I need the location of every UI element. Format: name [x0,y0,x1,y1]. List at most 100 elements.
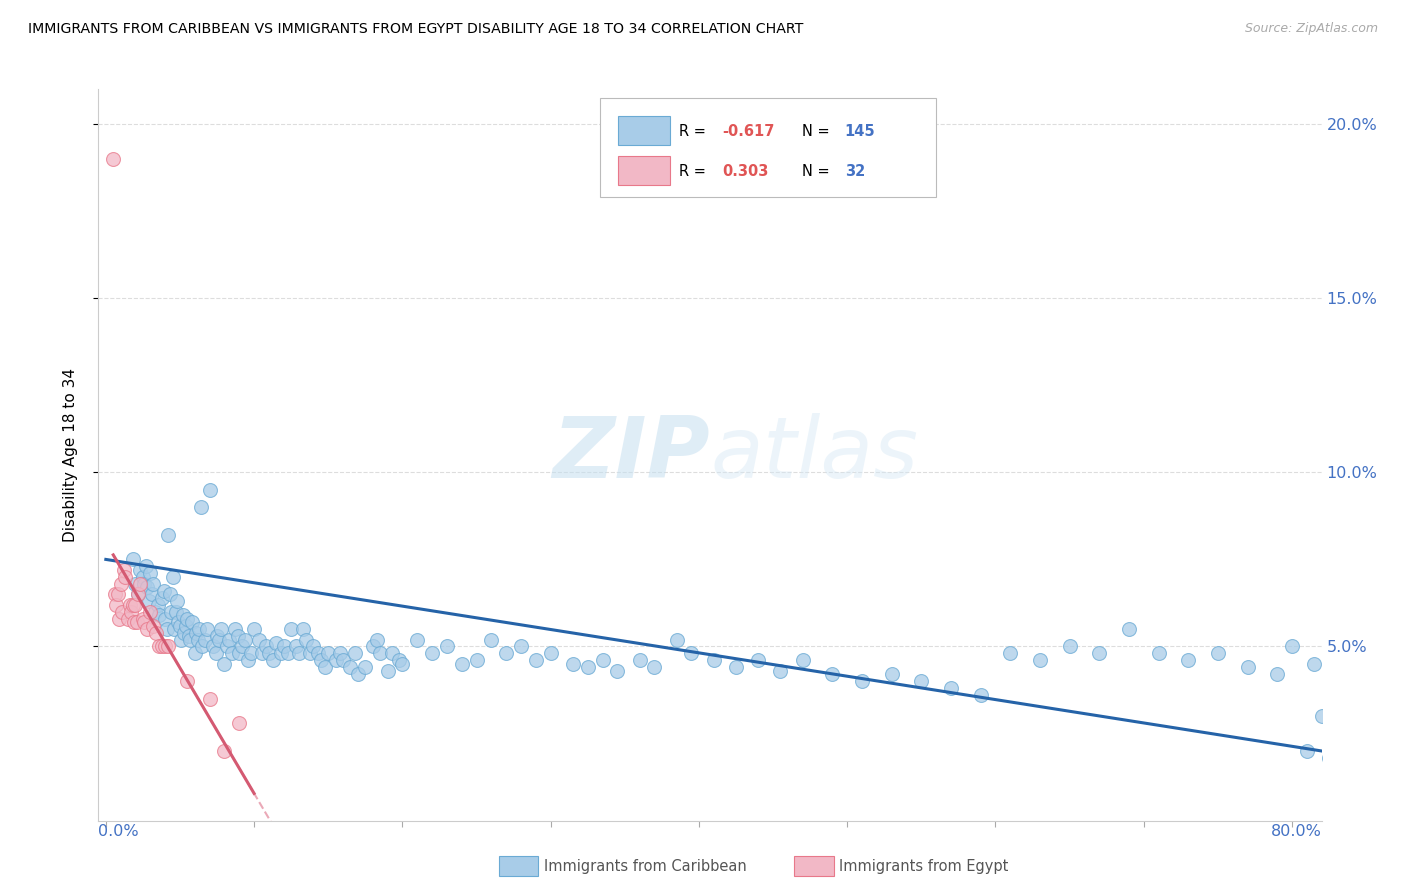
Point [295,632,318,647]
Point [309,653,332,667]
Point [114,570,136,584]
Point [136,580,159,594]
Point [174,618,197,632]
Point [148,640,170,654]
FancyBboxPatch shape [619,116,669,145]
Point [104,587,127,601]
Point [292,622,315,636]
Point [233,632,256,647]
Point [576,660,599,674]
Point [177,629,200,643]
Point [302,640,325,654]
Point [221,647,243,661]
Point [166,594,188,608]
Point [606,664,628,678]
Point [354,660,377,674]
Text: Source: ZipAtlas.com: Source: ZipAtlas.com [1244,22,1378,36]
Point [347,667,370,681]
Text: R =: R = [679,124,706,139]
Point [186,625,208,640]
Point [329,647,352,661]
Point [150,640,173,654]
Text: N =: N = [801,124,830,139]
Point [231,640,253,654]
Point [361,640,384,654]
Point [152,583,174,598]
Point [381,647,404,661]
Point [450,657,472,671]
Point [332,653,354,667]
Point [665,632,688,647]
Point [153,612,176,626]
FancyBboxPatch shape [600,98,936,197]
Point [135,559,157,574]
Point [173,625,195,640]
Point [110,576,132,591]
Point [277,647,299,661]
Point [112,563,135,577]
Point [406,632,429,647]
Point [214,657,236,671]
Point [214,744,236,758]
Point [107,587,129,601]
Point [190,500,212,515]
Point [792,653,814,667]
Point [142,618,165,632]
Point [124,576,146,591]
Point [159,587,181,601]
Point [1265,667,1288,681]
Point [939,681,962,696]
Text: 0.303: 0.303 [723,164,769,179]
Point [172,608,194,623]
Point [910,674,932,689]
Point [273,640,295,654]
Point [254,640,277,654]
Point [218,632,240,647]
Point [211,622,233,636]
Point [134,576,156,591]
Point [540,647,562,661]
Point [118,598,141,612]
Point [170,632,193,647]
Point [420,647,443,661]
Point [703,653,725,667]
Point [391,657,413,671]
Point [1177,653,1199,667]
Text: -0.617: -0.617 [723,124,775,139]
Text: Immigrants from Caribbean: Immigrants from Caribbean [544,859,747,873]
Point [184,647,207,661]
Point [238,653,260,667]
Text: 80.0%: 80.0% [1271,824,1322,839]
Point [821,667,844,681]
Point [314,660,336,674]
Text: ZIP: ZIP [553,413,710,497]
Point [243,622,266,636]
Point [187,632,209,647]
Point [510,640,533,654]
Point [188,622,211,636]
Point [592,653,614,667]
Point [1088,647,1111,661]
FancyBboxPatch shape [619,156,669,186]
Point [139,605,162,619]
Point [769,664,792,678]
Point [1000,647,1022,661]
Point [127,587,149,601]
Point [681,647,703,661]
Point [121,552,143,566]
Point [851,674,873,689]
Point [224,622,246,636]
Point [121,598,143,612]
Point [270,647,292,661]
Point [1118,622,1140,636]
Point [169,618,191,632]
Point [280,622,302,636]
Point [201,640,224,654]
Text: 145: 145 [845,124,875,139]
Point [132,570,155,584]
Point [1295,744,1317,758]
Point [1236,660,1258,674]
Point [150,591,173,605]
Point [105,598,128,612]
Point [108,612,131,626]
